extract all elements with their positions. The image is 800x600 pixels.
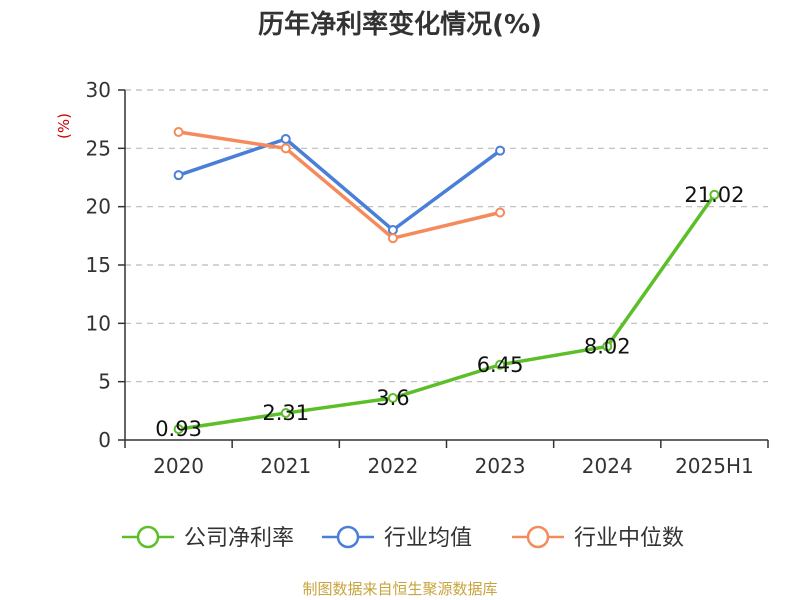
series-lines — [173, 127, 720, 435]
data-point — [173, 127, 184, 137]
data-label: 2.31 — [262, 401, 309, 425]
y-tick-label: 0 — [98, 428, 111, 452]
data-point — [173, 170, 184, 181]
data-point — [495, 359, 506, 370]
data-point — [387, 225, 398, 235]
chart-title: 历年净利率变化情况(%) — [258, 10, 542, 40]
data-label: 8.02 — [584, 334, 631, 358]
series-line — [176, 130, 502, 240]
y-axis-unit-label: (%) — [55, 113, 73, 139]
data-point — [387, 233, 398, 244]
y-tick-label: 15 — [86, 253, 111, 277]
data-point — [495, 145, 506, 156]
legend: 公司净利率 行业均值 行业中位数 — [122, 525, 684, 551]
x-tick-label: 2022 — [367, 454, 418, 478]
legend-label: 公司净利率 — [184, 526, 294, 551]
data-point — [280, 408, 291, 419]
data-point — [173, 424, 184, 435]
grid-lines — [125, 89, 768, 383]
data-point — [709, 189, 720, 200]
axes: 0 5 10 15 20 25 30 2020 2021 2022 2023 2024 2025H1 — [86, 78, 769, 478]
source-note: 制图数据来自恒生聚源数据库 — [302, 580, 498, 598]
y-tick-label: 30 — [86, 78, 111, 102]
x-tick-label: 2020 — [153, 454, 204, 478]
data-label: 21.02 — [684, 183, 744, 207]
data-point — [280, 134, 291, 144]
data-point — [387, 393, 398, 403]
data-point — [280, 143, 291, 154]
y-tick-label: 5 — [98, 370, 111, 394]
data-point — [495, 207, 506, 218]
series-line — [176, 193, 717, 431]
legend-marker — [336, 525, 360, 549]
x-tick-label: 2025H1 — [675, 454, 754, 478]
x-tick-label: 2023 — [475, 454, 526, 478]
data-label: 0.93 — [155, 417, 202, 441]
legend-label: 行业均值 — [384, 526, 472, 551]
data-label: 6.45 — [477, 353, 524, 377]
legend-marker — [136, 525, 160, 549]
data-point — [602, 341, 613, 352]
y-tick-label: 20 — [86, 195, 111, 219]
data-labels: 0.93 2.31 3.6 6.45 8.02 21.02 — [155, 183, 744, 441]
x-tick-label: 2024 — [582, 454, 633, 478]
legend-label: 行业中位数 — [574, 526, 684, 551]
series-line — [176, 137, 502, 232]
x-tick-label: 2021 — [260, 454, 311, 478]
y-tick-label: 25 — [86, 136, 111, 160]
data-label: 3.6 — [376, 386, 409, 410]
y-tick-label: 10 — [86, 311, 111, 335]
legend-marker — [526, 525, 550, 549]
